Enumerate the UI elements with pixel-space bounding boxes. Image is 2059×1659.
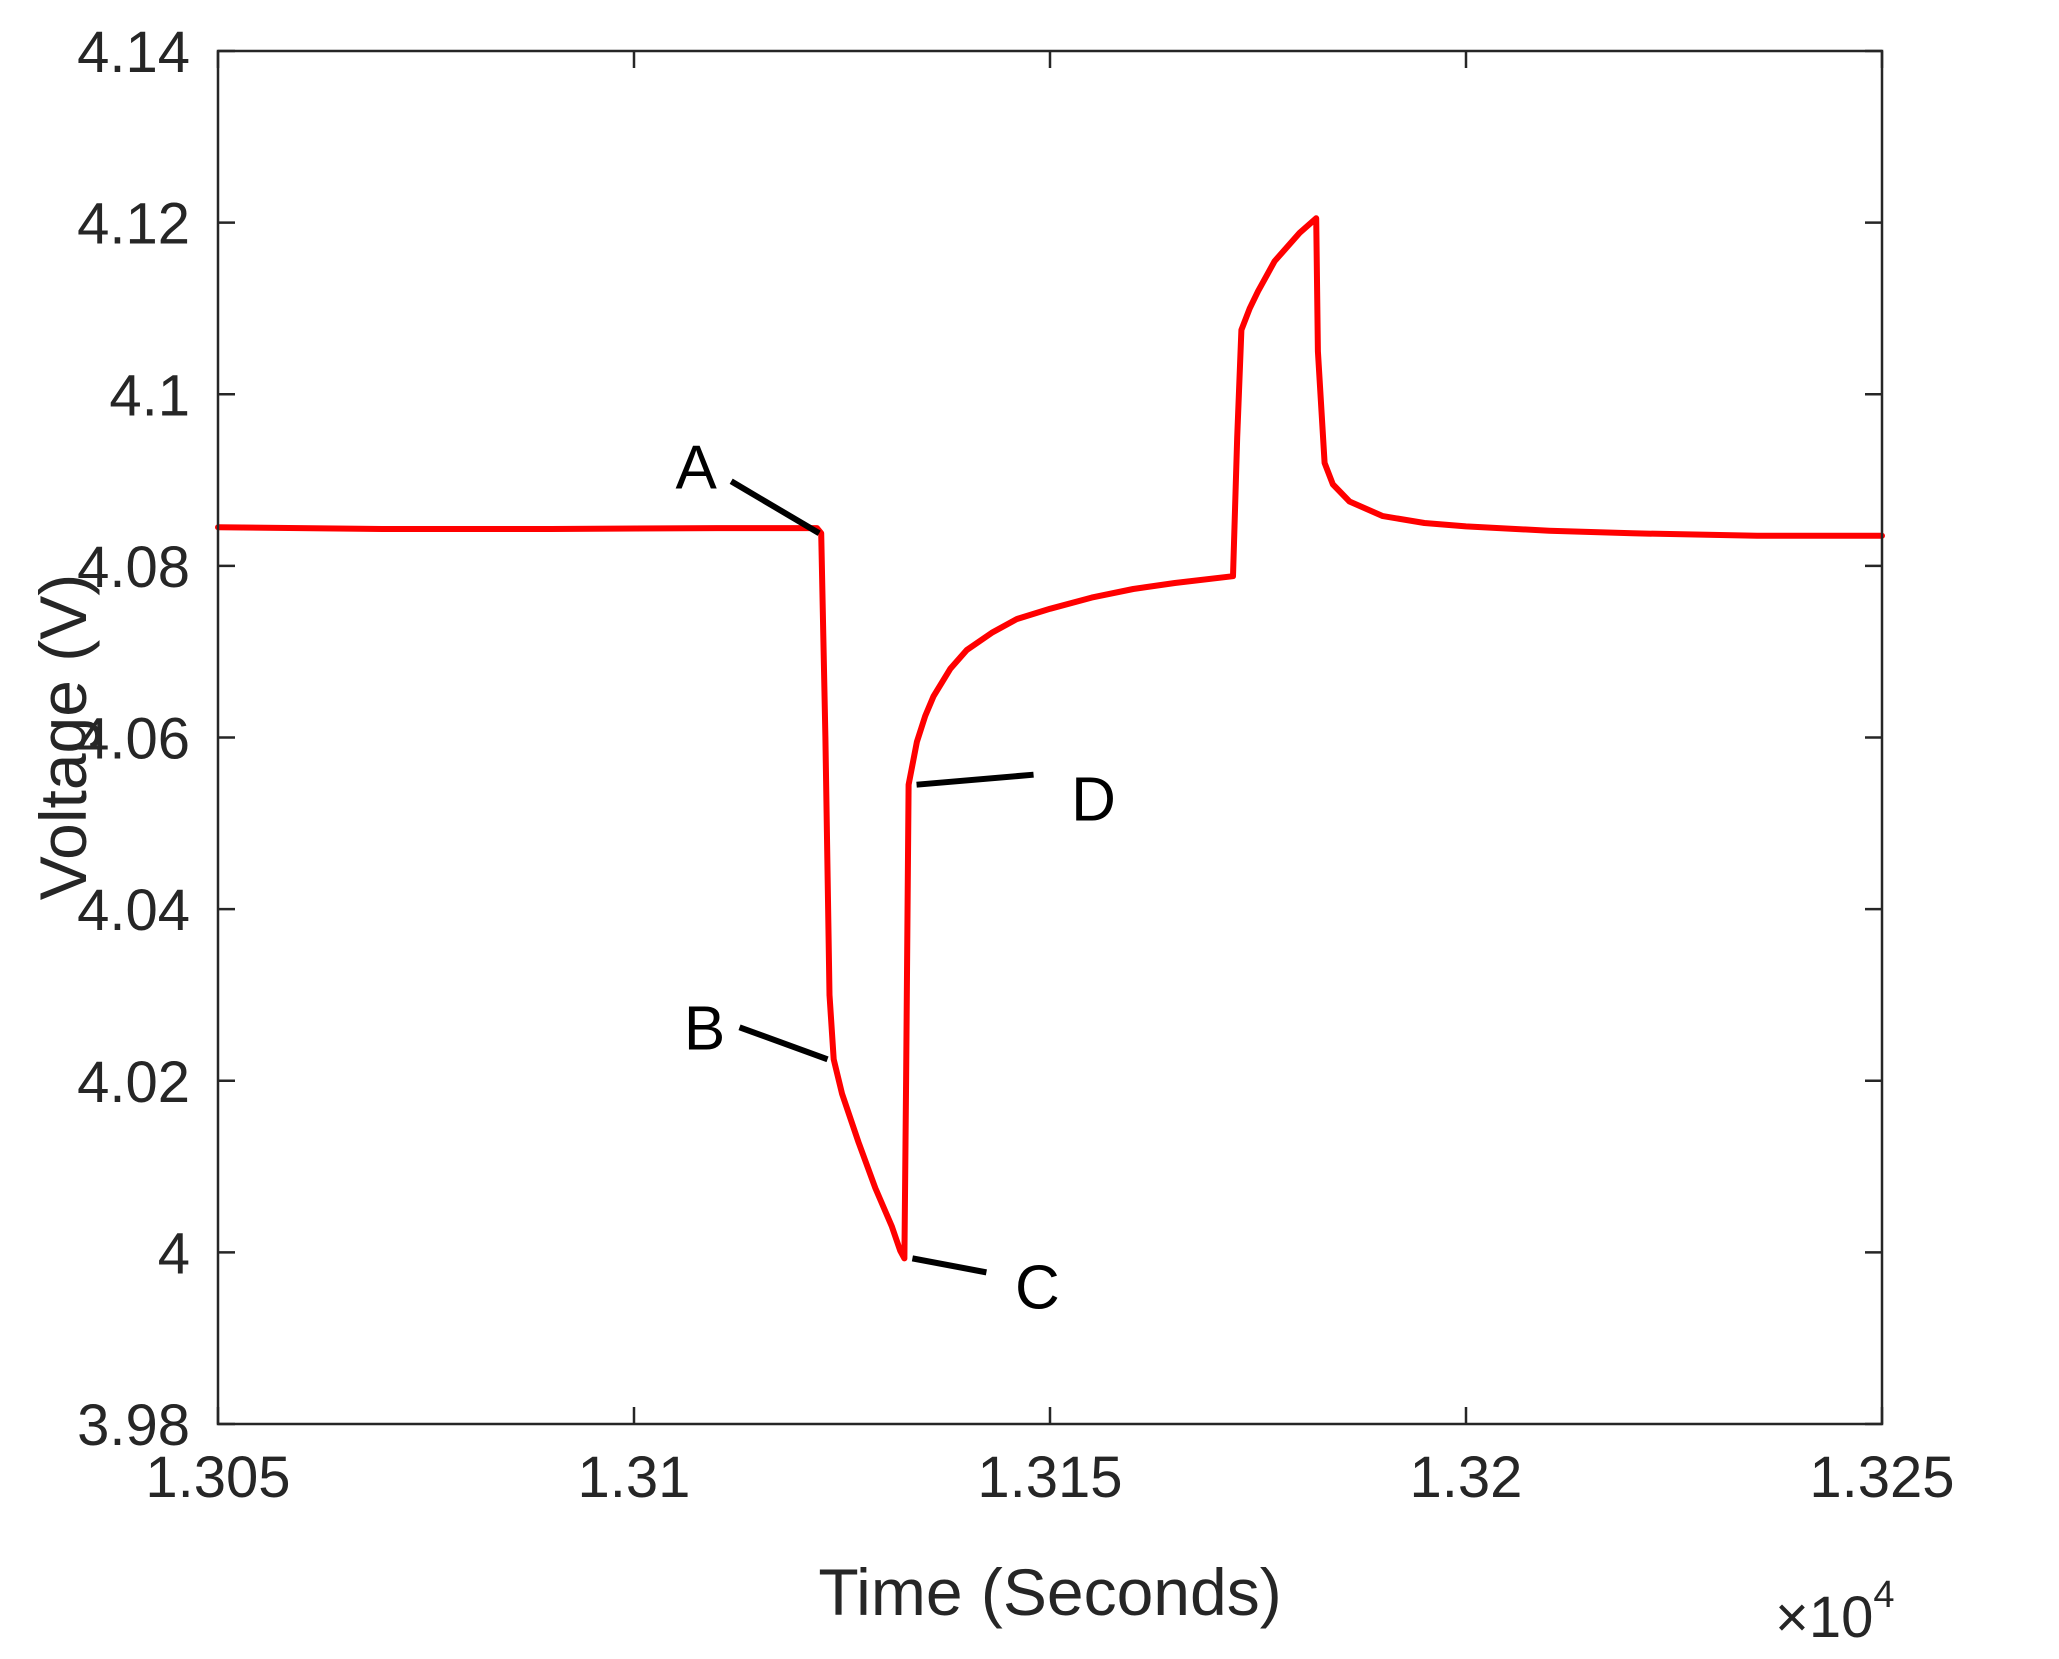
y-tick-label: 3.98 — [77, 1393, 190, 1458]
y-tick-label: 4 — [158, 1221, 190, 1286]
y-axis-tick-labels: 3.98 4 4.02 4.04 4.06 4.08 4.1 4.12 4.14 — [77, 20, 190, 1458]
x-tick-label: 1.31 — [578, 1445, 691, 1510]
plot-border — [216, 49, 1884, 1426]
annotation-leader-a — [729, 478, 821, 536]
voltage-series-line — [215, 215, 1885, 1262]
y-tick-label: 4.14 — [77, 20, 190, 85]
y-tick-label: 4.12 — [77, 192, 190, 257]
y-tick-label: 4.04 — [77, 878, 190, 943]
x-axis-multiplier-base: ×10 — [1775, 1585, 1873, 1650]
annotation-label-a: A — [676, 433, 718, 502]
y-tick-label: 4.08 — [77, 535, 190, 600]
annotation-leader-d — [916, 771, 1034, 788]
y-axis-label: Voltage (V) — [26, 574, 100, 901]
annotation-label-b: B — [684, 994, 725, 1063]
plot-area — [218, 51, 1882, 1424]
annotation-label-c: C — [1015, 1253, 1060, 1322]
x-axis-tick-labels: 1.305 1.31 1.315 1.32 1.325 — [145, 1445, 1954, 1510]
x-axis-multiplier: ×104 — [1775, 1574, 1895, 1650]
series-layer — [215, 215, 1885, 1262]
annotation-leader-c — [911, 1255, 987, 1276]
y-tick-label: 4.1 — [109, 363, 190, 428]
x-tick-label: 1.32 — [1410, 1445, 1523, 1510]
x-axis-multiplier-exponent: 4 — [1873, 1574, 1894, 1616]
annotation-label-d: D — [1071, 766, 1116, 835]
annotation-leader-b — [738, 1024, 829, 1063]
x-tick-label: 1.315 — [977, 1445, 1122, 1510]
y-tick-label: 4.02 — [77, 1050, 190, 1115]
annotation-layer: A B C D — [676, 433, 1116, 1322]
x-tick-label: 1.325 — [1809, 1445, 1954, 1510]
x-tick-label: 1.305 — [145, 1445, 290, 1510]
y-tick-label: 4.06 — [77, 707, 190, 772]
x-axis-label: Time (Seconds) — [818, 1555, 1281, 1629]
